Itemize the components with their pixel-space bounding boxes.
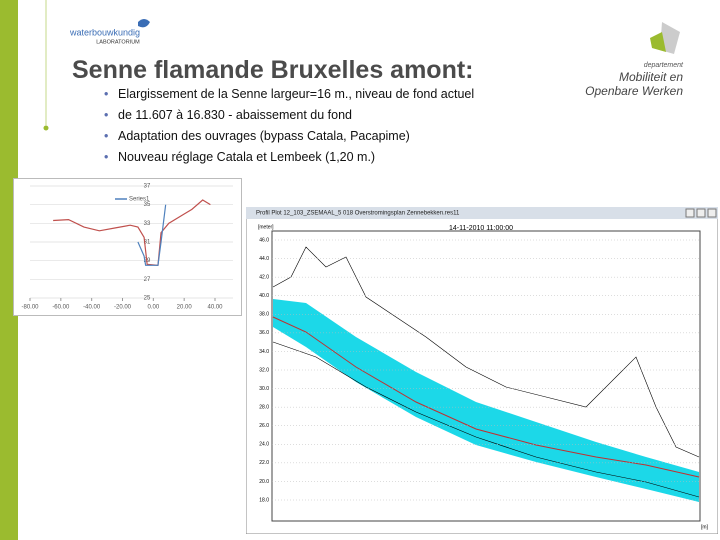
- bullet: Adaptation des ouvrages (bypass Catala, …: [104, 129, 474, 143]
- y-tick-label: 40.0: [259, 293, 269, 299]
- series-line: [53, 199, 211, 266]
- water-band: [273, 299, 699, 502]
- y-tick-label: 38.0: [259, 312, 269, 318]
- y-tick-label: 33: [144, 221, 151, 227]
- x-unit: [m]: [701, 524, 709, 530]
- y-tick-label: 24.0: [259, 442, 269, 448]
- window-button[interactable]: [707, 208, 717, 218]
- y-tick-label: 42.0: [259, 274, 269, 280]
- x-tick-label: 40.00: [207, 305, 223, 311]
- bullet: Elargissement de la Senne largeur=16 m.,…: [104, 87, 474, 101]
- dept-icon: [660, 22, 680, 54]
- plot-date: 14-11-2010 11:00:00: [449, 225, 513, 232]
- dot: [43, 125, 49, 131]
- lab-logo: waterbouwkundig: [69, 27, 140, 37]
- y-tick-label: 26.0: [259, 423, 269, 429]
- chart-frame: [13, 178, 242, 316]
- lab-sub: LABORATORIUM: [96, 39, 140, 45]
- x-tick-label: 20.00: [177, 305, 193, 311]
- window-button[interactable]: [696, 208, 706, 218]
- window-button[interactable]: [685, 208, 695, 218]
- dept-line: Openbare Werken: [585, 84, 683, 98]
- dept-icon: [650, 32, 666, 52]
- y-unit: [meter]: [258, 224, 274, 230]
- y-tick-label: 18.0: [259, 497, 269, 503]
- y-tick-label: 32.0: [259, 367, 269, 373]
- slide-title: Senne flamande Bruxelles amont:: [72, 56, 474, 84]
- y-tick-label: 44.0: [259, 256, 269, 262]
- y-tick-label: 37: [144, 184, 151, 190]
- x-tick-label: 0.00: [147, 305, 159, 311]
- y-tick-label: 34.0: [259, 349, 269, 355]
- y-tick-label: 30.0: [259, 386, 269, 392]
- series-line: [137, 204, 167, 266]
- x-tick-label: -60.00: [52, 305, 70, 311]
- bed-line: [272, 341, 700, 498]
- y-tick-label: 28.0: [259, 404, 269, 410]
- dept-line: Mobiliteit en: [619, 70, 683, 84]
- y-tick-label: 31: [144, 240, 151, 246]
- bullet: Nouveau réglage Catala et Lembeek (1,20 …: [104, 150, 474, 164]
- profile-plot-window: Profil Plot 12_103_ZSEMAAL_5 018 Overstr…: [246, 207, 718, 534]
- y-tick-label: 22.0: [259, 460, 269, 466]
- profile-line: [272, 316, 700, 478]
- bullet: de 11.607 à 16.830 - abaissement du fond: [104, 108, 474, 122]
- bank-line: [272, 246, 700, 458]
- window-title: Profil Plot 12_103_ZSEMAAL_5 018 Overstr…: [256, 211, 460, 217]
- y-tick-label: 25: [144, 296, 151, 302]
- x-tick-label: -80.00: [21, 305, 39, 311]
- side-bar: [0, 0, 18, 540]
- y-tick-label: 27: [144, 277, 151, 283]
- y-tick-label: 36.0: [259, 330, 269, 336]
- x-tick-label: -20.00: [114, 305, 132, 311]
- y-tick-label: 20.0: [259, 479, 269, 485]
- lab-icon: [138, 19, 150, 28]
- x-tick-label: -40.00: [83, 305, 101, 311]
- dept-small: departement: [644, 62, 684, 69]
- title-bar: [246, 207, 718, 219]
- y-tick-label: 46.0: [259, 237, 269, 243]
- y-tick-label: 35: [144, 202, 151, 208]
- legend-label: Series1: [129, 197, 150, 203]
- plot-area: [271, 230, 701, 522]
- bullet-list: Elargissement de la Senne largeur=16 m.,…: [104, 87, 474, 171]
